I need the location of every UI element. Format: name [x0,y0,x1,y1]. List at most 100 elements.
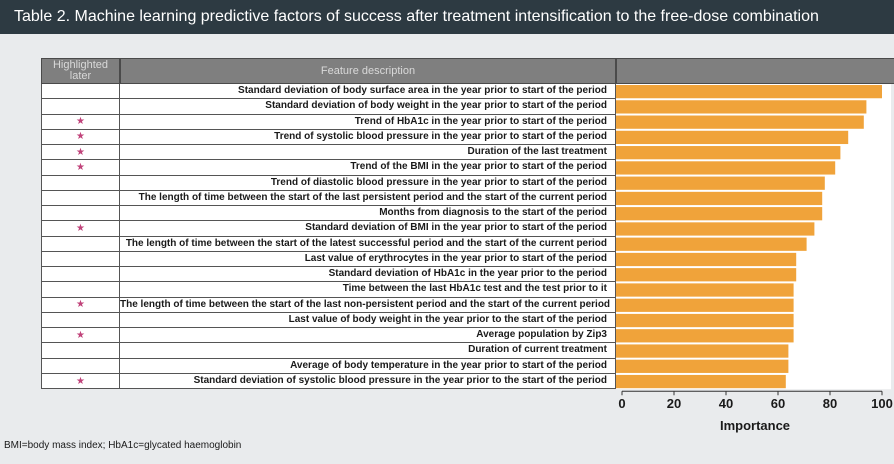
x-tick-label: 100 [871,396,893,411]
importance-bar [616,329,794,343]
highlight-star-cell: ★ [41,373,120,390]
star-icon: ★ [76,146,85,158]
feature-description: Duration of the last treatment [120,145,616,161]
highlight-star-cell [41,312,120,329]
feature-description: Standard deviation of HbA1c in the year … [120,267,616,283]
table-title: Table 2. Machine learning predictive fac… [0,0,894,34]
table-row: ★ Trend of systolic blood pressure in the… [41,129,616,146]
importance-bar [616,191,823,206]
highlight-star-cell: ★ [41,297,120,313]
header-highlighted-later: Highlighted later [41,58,120,84]
feature-description: Last value of erythrocytes in the year p… [120,251,616,268]
table-row: Duration of current treatment [41,343,616,359]
feature-description: The length of time between the start of … [120,236,616,252]
x-tick-label: 40 [719,396,733,411]
table-row: ★ Trend of the BMI in the year prior to s… [41,160,616,176]
importance-bar [616,237,807,251]
table-row: Months from diagnosis to the start of th… [41,206,616,222]
highlight-star-cell: ★ [41,129,120,146]
star-icon: ★ [76,375,85,387]
star-icon: ★ [76,299,85,311]
star-icon: ★ [76,131,85,143]
highlight-star-cell: ★ [41,114,120,130]
importance-bar [616,252,797,267]
highlight-star-cell [41,99,120,115]
feature-description: Months from diagnosis to the start of th… [120,206,616,222]
table-row: ★ Standard deviation of BMI in the year p… [41,221,616,237]
table-row: Trend of diastolic blood pressure in the… [41,175,616,191]
importance-bar [616,222,815,236]
importance-bar [616,146,841,160]
star-icon: ★ [76,161,85,173]
table-row: Average of body temperature in the year … [41,358,616,374]
x-tick-label: 20 [667,396,681,411]
highlight-star-cell: ★ [41,328,120,344]
table-row: Time between the last HbA1c test and the… [41,282,616,298]
feature-description: Trend of HbA1c in the year prior to star… [120,114,616,130]
star-icon: ★ [76,329,85,341]
feature-description: Trend of diastolic blood pressure in the… [120,175,616,191]
feature-description: Standard deviation of body surface area … [120,84,616,100]
x-tick-label: 60 [771,396,785,411]
feature-description: Standard deviation of BMI in the year pr… [120,221,616,237]
highlight-star-cell: ★ [41,145,120,161]
highlight-star-cell [41,282,120,298]
highlight-star-cell [41,358,120,374]
highlight-star-cell: ★ [41,160,120,176]
table-row: ★ The length of time between the start of… [41,297,616,313]
importance-bar [616,176,825,190]
x-tick-label: 0 [618,396,625,411]
plot-background [616,84,891,390]
highlight-star-cell [41,175,120,191]
importance-bar [616,207,823,221]
highlight-star-cell: ★ [41,221,120,237]
importance-bar [616,100,867,114]
table-row: ★ Standard deviation of systolic blood pr… [41,373,616,390]
table-row: The length of time between the start of … [41,190,616,207]
importance-bar [616,313,794,328]
highlight-star-cell [41,84,120,100]
feature-description: Standard deviation of systolic blood pre… [120,373,616,390]
feature-description: Trend of the BMI in the year prior to st… [120,160,616,176]
footnote: BMI=body mass index; HbA1c=glycated haem… [4,440,241,451]
footnote-text: BMI=body mass index; HbA1c=glycated haem… [4,440,242,451]
table-row: ★ Trend of HbA1c in the year prior to sta… [41,114,616,130]
importance-bar [616,115,864,129]
star-icon: ★ [76,222,85,234]
highlight-star-cell [41,190,120,207]
importance-bar [616,374,786,389]
highlight-star-cell [41,206,120,222]
importance-bar [616,130,849,145]
table-row: ★ Average population by Zip3 [41,328,616,344]
table-row: Standard deviation of body surface area … [41,84,616,100]
feature-description: The length of time between the start of … [120,190,616,207]
table-row: Standard deviation of body weight in the… [41,99,616,115]
x-axis-label: Importance [719,418,791,433]
importance-bar [616,298,794,312]
importance-bar [616,161,836,175]
feature-description: Trend of systolic blood pressure in the … [120,129,616,146]
table-row: Last value of body weight in the year pr… [41,312,616,329]
highlight-star-cell [41,236,120,252]
star-icon: ★ [76,116,85,128]
importance-bar [616,344,789,358]
table-row: Last value of erythrocytes in the year p… [41,251,616,268]
importance-bar [616,359,789,373]
importance-bar [616,268,797,282]
highlight-star-cell [41,267,120,283]
feature-description: Duration of current treatment [120,343,616,359]
highlight-star-cell [41,251,120,268]
header-importance-blank [616,58,894,84]
table-row: ★ Duration of the last treatment [41,145,616,161]
x-tick-label: 80 [823,396,837,411]
feature-description: Standard deviation of body weight in the… [120,99,616,115]
feature-description: Average population by Zip3 [120,328,616,344]
table-row: The length of time between the start of … [41,236,616,252]
header-feature-description: Feature description [120,58,616,84]
feature-description: Time between the last HbA1c test and the… [120,282,616,298]
feature-description: Last value of body weight in the year pr… [120,312,616,329]
feature-description: Average of body temperature in the year … [120,358,616,374]
importance-bar [616,283,794,297]
table-row: Standard deviation of HbA1c in the year … [41,267,616,283]
